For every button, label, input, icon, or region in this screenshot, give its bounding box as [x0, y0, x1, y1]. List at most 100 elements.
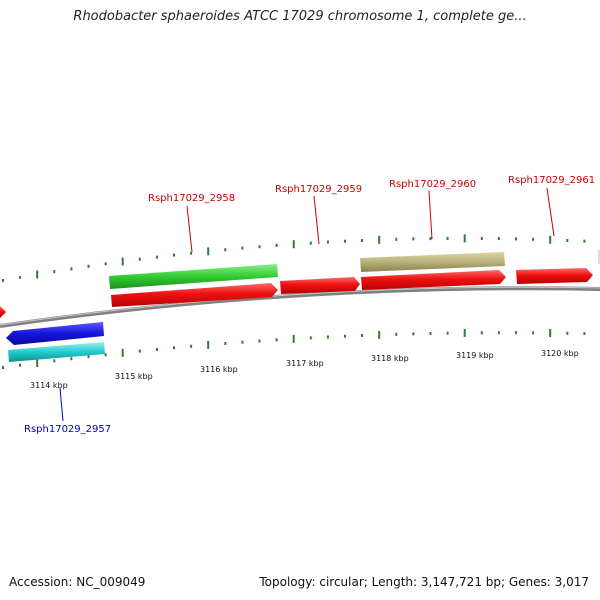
gene-label-rsph17029-2957[interactable]: Rsph17029_2957 [24, 424, 111, 435]
leader-rsph17029-2960 [428, 190, 433, 240]
minor-tick [583, 332, 586, 336]
gene-rsph17029-2958-arrow[interactable] [111, 283, 278, 307]
minor-tick [241, 246, 244, 250]
ruler-tick-label: 3118 kbp [371, 354, 409, 363]
minor-tick [446, 331, 449, 335]
gene-rsph17029-2960-arrow[interactable] [361, 270, 506, 290]
accession-text: Accession: NC_009049 [9, 575, 146, 589]
feature-partial-right[interactable] [598, 250, 600, 264]
minor-tick [53, 270, 56, 274]
minor-tick [344, 334, 346, 338]
minor-tick [429, 332, 432, 335]
minor-tick [190, 344, 193, 348]
minor-tick [155, 348, 158, 351]
ruler-tick-label: 3117 kbp [286, 359, 324, 368]
major-tick [378, 330, 381, 339]
minor-tick [446, 237, 449, 240]
minor-tick [532, 237, 535, 241]
minor-tick [515, 331, 517, 335]
minor-tick [104, 353, 107, 357]
major-tick [207, 340, 210, 349]
minor-tick [361, 239, 364, 242]
minor-tick [138, 257, 141, 261]
leader-rsph17029-2957 [59, 387, 64, 422]
minor-tick [583, 239, 586, 243]
gene-rsph17029-2959-arrow[interactable] [280, 277, 360, 294]
major-tick [463, 234, 466, 243]
gene-rsph17029-2957-arrow[interactable] [6, 322, 104, 345]
inner-tick-ring [2, 328, 586, 370]
gene-label-rsph17029-2960[interactable]: Rsph17029_2960 [389, 179, 476, 190]
minor-tick [241, 340, 244, 344]
ruler-tick-label: 3120 kbp [541, 349, 579, 358]
minor-tick [361, 334, 364, 337]
major-tick [36, 270, 39, 279]
major-tick [121, 257, 124, 266]
leader-rsph17029-2959 [313, 195, 320, 245]
minor-tick [566, 331, 569, 335]
minor-tick [224, 248, 227, 252]
minor-tick [87, 355, 90, 359]
ruler-tick-label: 3116 kbp [200, 365, 238, 374]
major-tick [36, 359, 39, 367]
minor-tick [173, 346, 175, 350]
major-tick [292, 240, 295, 249]
map-title: Rhodobacter sphaeroides ATCC 17029 chrom… [73, 9, 527, 24]
outer-tick-ring [2, 234, 586, 282]
minor-tick [19, 275, 22, 279]
minor-tick [275, 338, 278, 342]
minor-tick [104, 262, 107, 266]
minor-tick [258, 245, 261, 249]
gene-rsph17029-2961-arrow[interactable] [516, 268, 593, 284]
leader-rsph17029-2961 [546, 187, 555, 237]
minor-tick [224, 342, 227, 345]
ruler-tick-label: 3114 kbp [30, 381, 68, 390]
major-tick [292, 334, 295, 343]
minor-tick [173, 253, 175, 257]
minor-tick [326, 240, 329, 244]
minor-tick [429, 237, 432, 241]
chromosome-backbone [0, 286, 600, 328]
minor-tick [2, 279, 4, 282]
ruler-tick-label: 3115 kbp [115, 372, 153, 381]
misc-feature-rsph17029-2960-bar[interactable] [360, 252, 505, 272]
minor-tick [412, 332, 415, 336]
minor-tick [497, 331, 500, 335]
minor-tick [480, 331, 483, 335]
leader-rsph17029-2958 [186, 205, 193, 253]
gene-label-rsph17029-2959[interactable]: Rsph17029_2959 [275, 184, 362, 195]
major-tick [378, 235, 381, 244]
minor-tick [395, 237, 398, 241]
genome-summary-text: Topology: circular; Length: 3,147,721 bp… [259, 575, 589, 589]
minor-tick [53, 359, 56, 363]
minor-tick [2, 366, 4, 370]
minor-tick [515, 237, 517, 241]
minor-tick [138, 349, 141, 353]
major-tick [207, 247, 210, 256]
minor-tick [87, 264, 90, 268]
major-tick [549, 235, 552, 244]
gene-label-rsph17029-2958[interactable]: Rsph17029_2958 [148, 193, 235, 204]
cds-rsph17029-2957-bar[interactable] [8, 342, 105, 362]
minor-tick [155, 255, 158, 259]
major-tick [121, 348, 124, 357]
gene-label-rsph17029-2961[interactable]: Rsph17029_2961 [508, 175, 595, 186]
minor-tick [275, 243, 278, 247]
minor-tick [19, 363, 22, 367]
cds-rsph17029-2958-bar[interactable] [109, 264, 278, 289]
minor-tick [480, 237, 483, 240]
major-tick [549, 329, 552, 337]
major-tick [463, 328, 466, 337]
minor-tick [412, 237, 415, 241]
minor-tick [326, 335, 329, 339]
minor-tick [309, 336, 312, 340]
chromosome-backbone-highlight [0, 286, 600, 326]
ruler-tick-label: 3119 kbp [456, 351, 494, 360]
minor-tick [497, 237, 500, 241]
minor-tick [70, 357, 73, 361]
gene-partial-left-arrow[interactable] [0, 306, 6, 318]
minor-tick [566, 239, 569, 242]
minor-tick [344, 239, 346, 243]
